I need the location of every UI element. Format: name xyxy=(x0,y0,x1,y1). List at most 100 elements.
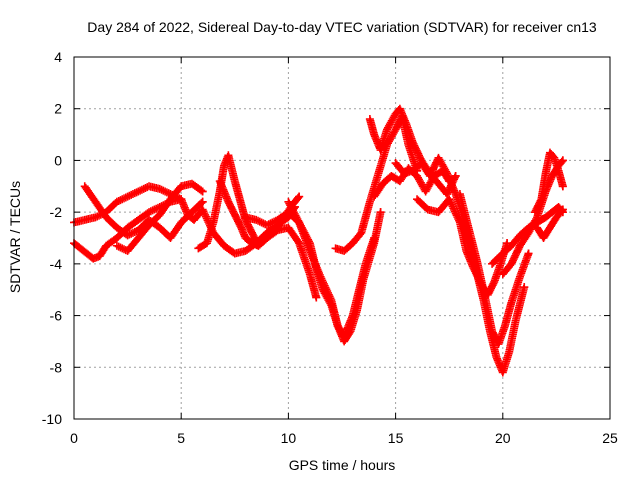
x-tick-label: 10 xyxy=(281,430,297,446)
data-point xyxy=(161,187,170,196)
data-point xyxy=(264,220,273,229)
data-point xyxy=(127,190,136,199)
data-point xyxy=(319,279,328,288)
data-point xyxy=(319,278,328,287)
data-point xyxy=(445,195,454,204)
data-point xyxy=(376,208,385,217)
data-point xyxy=(197,186,206,195)
chart-title: Day 284 of 2022, Sidereal Day-to-day VTE… xyxy=(87,19,597,35)
data-point xyxy=(325,292,334,301)
data-point xyxy=(93,212,102,221)
data-point xyxy=(202,214,211,223)
data-point xyxy=(125,191,134,200)
data-point xyxy=(312,293,321,302)
data-point xyxy=(558,156,567,165)
data-point xyxy=(127,229,136,238)
data-point xyxy=(259,219,268,228)
data-point xyxy=(252,215,261,224)
data-point xyxy=(121,193,130,202)
data-point xyxy=(198,205,207,214)
data-point xyxy=(150,205,159,214)
data-point xyxy=(116,196,125,205)
x-tick-label: 25 xyxy=(602,430,618,446)
data-point xyxy=(295,192,304,201)
data-point xyxy=(447,200,456,209)
data-point xyxy=(257,218,266,227)
y-tick-label: 4 xyxy=(54,49,62,65)
data-point xyxy=(266,219,275,228)
data-point xyxy=(152,204,161,213)
axis-ticks: 0 5 10 15 20 25 -10 -8 -6 -4 -2 0 2 4 xyxy=(42,49,618,446)
data-point xyxy=(118,244,127,253)
data-point xyxy=(558,182,567,191)
grid-lines xyxy=(74,57,610,419)
x-tick-label: 0 xyxy=(70,430,78,446)
data-point xyxy=(294,193,303,202)
data-point xyxy=(316,272,325,281)
data-point xyxy=(136,186,145,195)
plot-frame xyxy=(73,56,611,420)
data-point xyxy=(254,216,263,225)
data-point xyxy=(453,213,462,222)
data-point xyxy=(451,209,460,218)
x-tick-label: 20 xyxy=(495,430,511,446)
y-tick-label: -10 xyxy=(42,411,62,427)
series-sat-s xyxy=(533,205,567,242)
data-point xyxy=(120,194,129,203)
series-sat-h xyxy=(284,197,385,346)
data-point xyxy=(198,197,207,206)
x-tick-label: 5 xyxy=(177,430,185,446)
data-point xyxy=(139,184,148,193)
data-point xyxy=(201,210,210,219)
data-point xyxy=(452,211,461,220)
data-point xyxy=(450,207,459,216)
data-point xyxy=(451,171,460,180)
data-point xyxy=(114,242,123,251)
data-point xyxy=(118,195,127,204)
data-point xyxy=(114,196,123,205)
data-point xyxy=(198,187,207,196)
data-point xyxy=(137,185,146,194)
data-point xyxy=(125,230,134,239)
data-point xyxy=(123,231,132,240)
data-point xyxy=(446,197,455,206)
data-point xyxy=(323,288,332,297)
series-sat-i xyxy=(262,223,321,302)
data-point xyxy=(318,276,327,285)
data-point xyxy=(201,212,210,221)
data-point xyxy=(162,188,171,197)
data-point xyxy=(128,228,137,237)
series-sat-d xyxy=(112,179,207,255)
data-point xyxy=(326,294,335,303)
data-point xyxy=(448,202,457,211)
y-tick-label: -6 xyxy=(50,308,63,324)
data-point xyxy=(146,207,155,216)
data-point xyxy=(159,186,168,195)
data-points xyxy=(70,104,567,377)
data-point xyxy=(455,216,464,225)
data-point xyxy=(317,274,326,283)
data-point xyxy=(91,213,100,222)
series-sat-l xyxy=(370,164,454,201)
series-sat-c xyxy=(80,182,207,242)
data-point xyxy=(520,283,529,292)
data-point xyxy=(321,283,330,292)
data-point xyxy=(145,208,154,217)
data-point xyxy=(199,207,208,216)
series-sat-r xyxy=(530,148,567,217)
data-point xyxy=(200,209,209,218)
series-sat-o xyxy=(455,190,533,349)
data-point xyxy=(524,249,533,258)
data-point xyxy=(322,285,331,294)
data-point xyxy=(449,204,458,213)
y-tick-label: -4 xyxy=(50,256,63,272)
data-point xyxy=(157,185,166,194)
data-point xyxy=(532,215,541,224)
y-axis-label: SDTVAR / TECUs xyxy=(7,181,23,293)
data-point xyxy=(134,187,143,196)
data-point xyxy=(446,198,455,207)
y-tick-label: 0 xyxy=(54,152,62,168)
data-point xyxy=(116,243,125,252)
data-point xyxy=(558,205,567,214)
data-point xyxy=(320,281,329,290)
